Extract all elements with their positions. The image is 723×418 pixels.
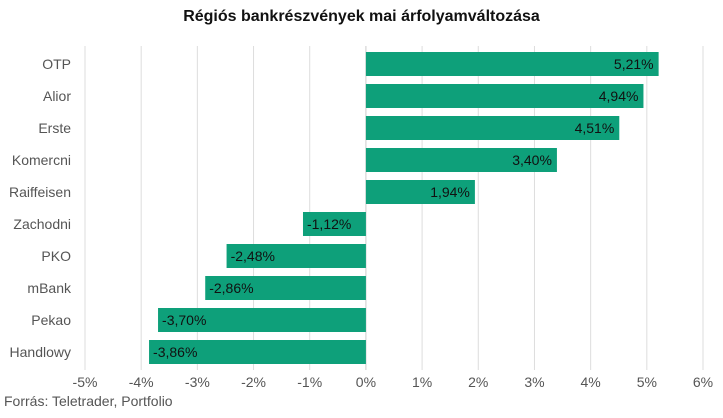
x-tick-label: 2% [468, 374, 488, 390]
x-tick-labels: -5% -4% -3% -2% -1% 0% 1% 2% 3% 4% 5% 6% [73, 374, 714, 390]
data-label: 3,40% [512, 152, 552, 168]
bar [149, 340, 366, 364]
bar [226, 244, 366, 268]
data-label: 1,94% [430, 184, 470, 200]
x-tick-label: -1% [297, 374, 322, 390]
category-label: Zachodni [13, 216, 71, 232]
x-tick-label: 4% [581, 374, 601, 390]
category-label: Alior [43, 88, 71, 104]
bar [365, 116, 620, 140]
data-label: -1,12% [307, 216, 351, 232]
bar [302, 212, 366, 236]
data-label: 4,51% [575, 120, 615, 136]
category-label: Handlowy [10, 344, 71, 360]
x-tick-label: -4% [129, 374, 154, 390]
data-label: -3,86% [153, 344, 197, 360]
x-tick-label: 6% [693, 374, 713, 390]
x-tick-label: 1% [412, 374, 432, 390]
bar [205, 276, 366, 300]
bar [158, 308, 366, 332]
x-tick-label: -2% [241, 374, 266, 390]
x-tick-label: -3% [185, 374, 210, 390]
source-note: Forrás: Teletrader, Portfolio [4, 393, 173, 409]
category-label: Raiffeisen [9, 184, 71, 200]
data-label: -2,48% [231, 248, 275, 264]
category-label: Erste [38, 120, 71, 136]
category-label: mBank [27, 280, 72, 296]
data-label: -3,70% [162, 312, 206, 328]
bar [365, 84, 644, 108]
category-label: PKO [41, 248, 71, 264]
category-label: Komercni [12, 152, 71, 168]
bar [365, 148, 557, 172]
bars: 5,21% 4,94% 4,51% 3,40% 1,94% -1,12% -2,48% -2,… [149, 52, 659, 364]
category-label: Pekao [31, 312, 71, 328]
x-tick-label: 5% [637, 374, 657, 390]
bar [365, 52, 659, 76]
data-label: -2,86% [209, 280, 253, 296]
chart-title: Régiós bankrészvények mai árfolyamváltoz… [183, 8, 540, 25]
x-tick-label: -5% [73, 374, 98, 390]
category-labels: OTP Alior Erste Komercni Raiffeisen Zachodni P… [9, 56, 72, 360]
x-tick-label: 0% [356, 374, 376, 390]
data-label: 5,21% [614, 56, 654, 72]
data-label: 4,94% [599, 88, 639, 104]
bar [365, 180, 475, 204]
x-tick-label: 3% [524, 374, 544, 390]
category-label: OTP [42, 56, 71, 72]
